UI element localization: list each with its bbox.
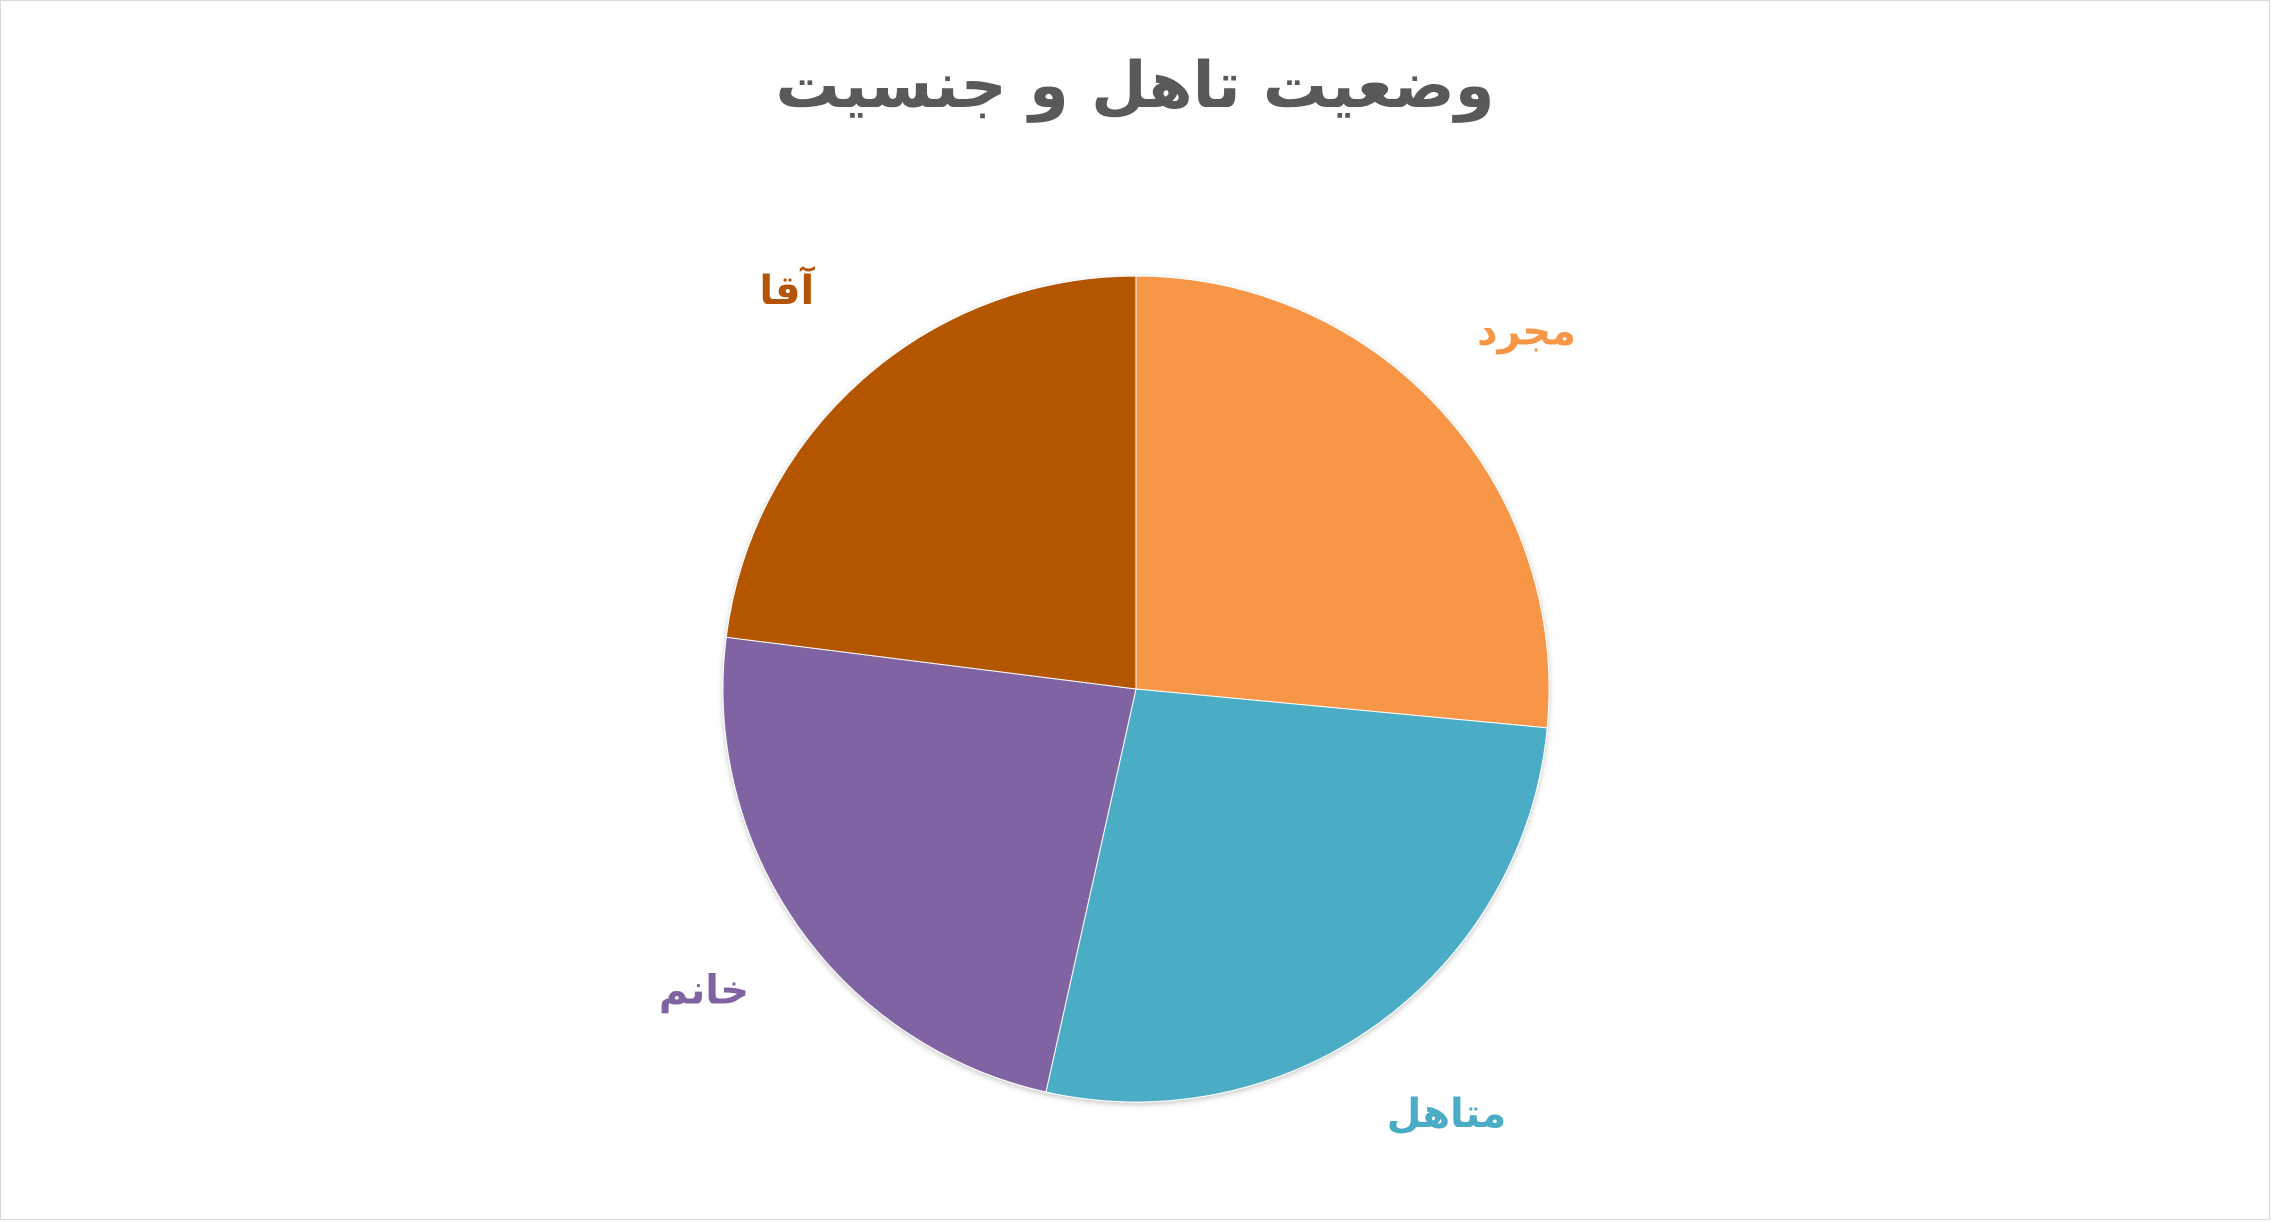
slice-label-3: خانم	[659, 968, 749, 1014]
pie-slice-2	[1045, 688, 1548, 1103]
pie-slice-4	[725, 275, 1137, 690]
slice-label-2: متاهل	[1387, 1091, 1507, 1137]
slice-label-1: مجرد	[1477, 309, 1576, 355]
pie-slice-1	[1135, 275, 1550, 729]
pie-slices	[722, 275, 1550, 1103]
pie-slice-3	[722, 636, 1137, 1093]
slice-label-4: آقا	[759, 265, 815, 314]
chart-title: وضعیت تاهل و جنسیت	[775, 49, 1495, 123]
pie-labels: مجرد متاهل خانم آقا	[659, 265, 1576, 1137]
